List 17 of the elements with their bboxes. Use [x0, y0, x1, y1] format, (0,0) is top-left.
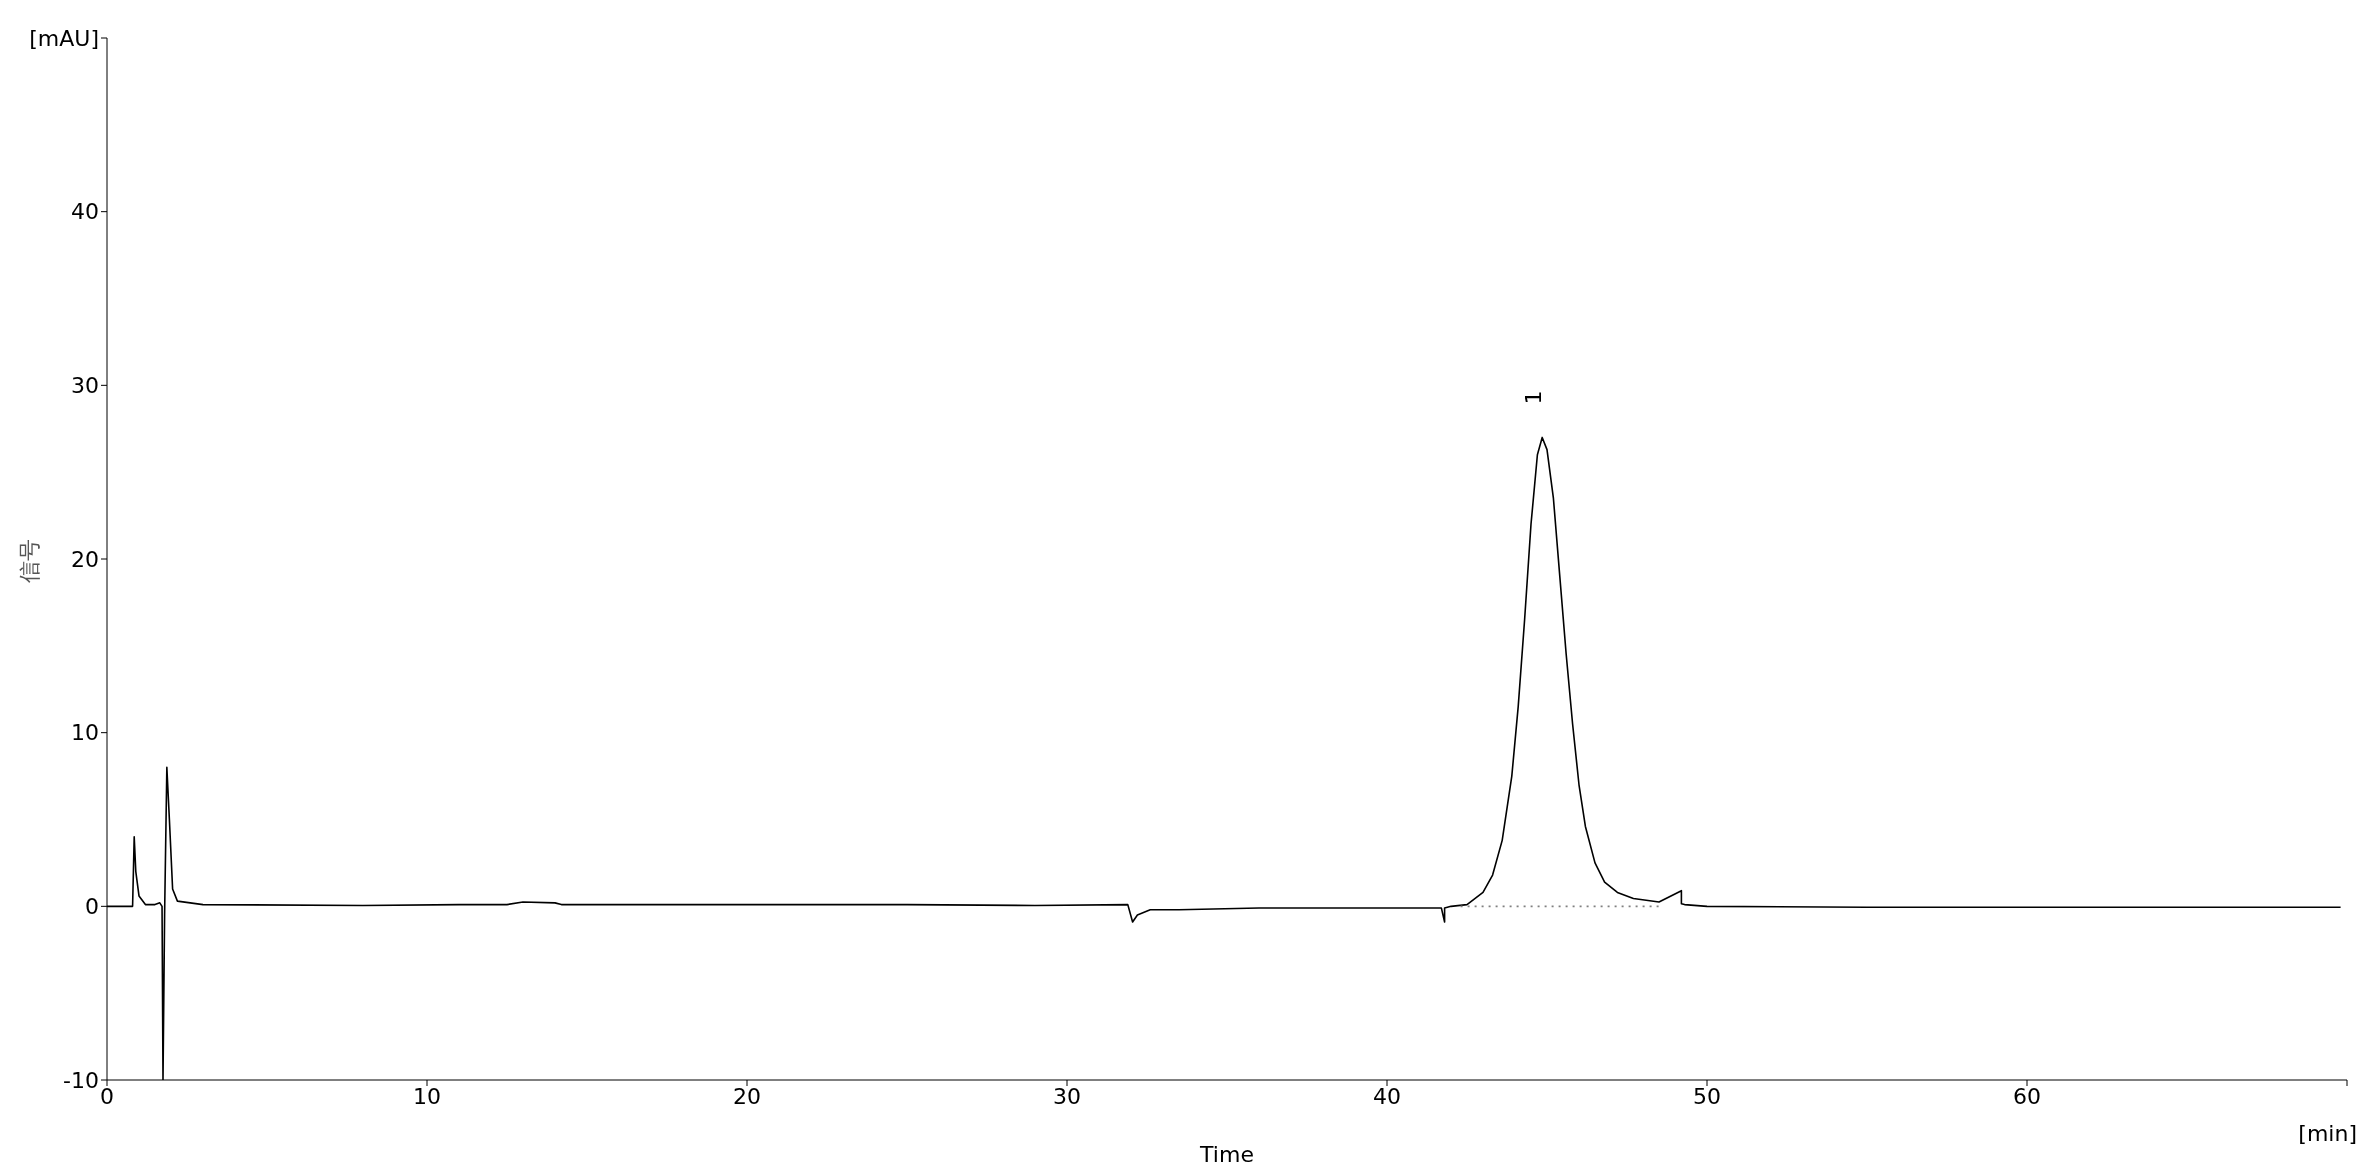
y-tick-label: 10 — [71, 720, 99, 746]
y-tick-label: [mAU] — [29, 25, 99, 51]
x-tick-label: 40 — [1373, 1083, 1401, 1109]
y-tick-label: 0 — [85, 894, 99, 920]
annotation: 1 — [1520, 390, 1546, 405]
y-tick-label: 20 — [71, 546, 99, 572]
x-tick-label: 50 — [1693, 1083, 1721, 1109]
x-axis-title: Time — [1199, 1142, 1254, 1167]
x-tick-label: 60 — [2013, 1083, 2041, 1109]
y-axis-title: 信号 — [16, 539, 43, 583]
x-tick-label: 20 — [733, 1083, 761, 1109]
text: [min] — [2298, 1121, 2357, 1146]
x-tick-label: 10 — [413, 1083, 441, 1109]
y-tick-label: -10 — [63, 1067, 99, 1093]
y-tick-label: 30 — [71, 373, 99, 399]
x-tick-label: 30 — [1053, 1083, 1081, 1109]
y-tick-label: 40 — [71, 199, 99, 225]
